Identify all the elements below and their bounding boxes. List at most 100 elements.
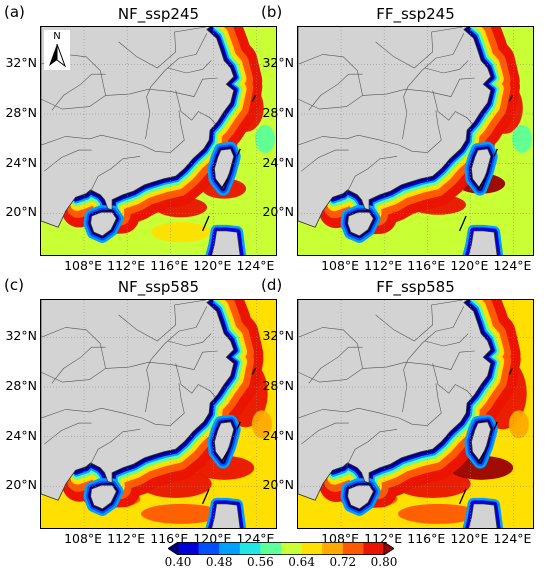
lon-tick-label: 116°E [407, 258, 446, 273]
island-land [211, 230, 241, 255]
panel-label: (b) [261, 3, 283, 21]
island-land [470, 148, 492, 190]
field-patch [255, 124, 276, 153]
island-land [211, 503, 241, 528]
lon-tick-label: 108°E [64, 531, 103, 546]
map-frame [40, 299, 277, 529]
province-border [170, 383, 185, 426]
province-border [425, 60, 469, 74]
section-line [251, 95, 256, 102]
china-land [41, 300, 235, 501]
china-land [298, 27, 492, 228]
province-border [432, 90, 473, 125]
province-border [375, 300, 463, 342]
section-line [201, 215, 210, 232]
island-land [347, 211, 374, 237]
section-line [458, 488, 467, 505]
lon-tick-label: 108°E [321, 258, 360, 273]
map-frame [40, 26, 277, 256]
province-border [432, 363, 473, 398]
province-border [41, 327, 106, 369]
lon-tick-label: 112°E [364, 258, 403, 273]
field-patch [151, 222, 212, 243]
map-panel-a: (a) NF_ssp245 N 32°N 28°N 24°N 20°N 108°E 112°E 1… [0, 0, 293, 273]
lon-tick-label: 120°E [193, 258, 232, 273]
province-border [301, 422, 349, 445]
lat-tick-label: 28°N [262, 378, 294, 394]
province-border [402, 306, 465, 412]
colorbar-swatch [198, 542, 220, 555]
colorbar [167, 540, 395, 556]
province-border [44, 422, 92, 445]
colorbar-swatch [301, 542, 323, 555]
lat-tick-label: 20°N [5, 477, 37, 493]
province-border [41, 77, 218, 110]
colorbar-swatch [342, 542, 364, 555]
panel-label: (d) [261, 276, 283, 294]
lon-tick-label: 116°E [150, 258, 189, 273]
section-line [508, 368, 513, 375]
section-line [251, 368, 256, 375]
island-land [90, 484, 117, 510]
section-line [220, 178, 228, 191]
panel-title: FF_ssp585 [376, 278, 455, 296]
lat-tick-label: 28°N [5, 378, 37, 394]
map-panel-c: (c) NF_ssp585 32°N 28°N 24°N 20°N 108°E 112°E 11… [0, 273, 293, 546]
section-line [493, 148, 498, 157]
colorbar-high-extend [383, 541, 395, 556]
island-land [213, 148, 235, 190]
lon-tick-label: 124°E [493, 531, 532, 546]
lon-tick-label: 112°E [107, 258, 146, 273]
section-line [236, 421, 241, 430]
lat-tick-label: 32°N [5, 328, 37, 344]
island-land [468, 503, 498, 528]
province-border [298, 54, 363, 96]
lat-tick-label: 24°N [262, 427, 294, 443]
province-border [175, 90, 216, 125]
north-letter: N [53, 31, 61, 42]
island-land [213, 421, 235, 463]
colorbar-tick-label: 0.48 [205, 555, 233, 569]
lat-tick-label: 20°N [262, 204, 294, 220]
lat-tick-label: 20°N [262, 477, 294, 493]
province-border [308, 73, 363, 111]
province-border [425, 333, 469, 347]
province-border [170, 110, 185, 153]
china-land [41, 27, 235, 228]
lon-tick-label: 124°E [236, 258, 275, 273]
field-patch [508, 410, 529, 439]
lon-tick-label: 120°E [450, 258, 489, 273]
province-border [118, 300, 206, 342]
china-land [298, 300, 492, 501]
colorbar-low-extend [167, 541, 179, 556]
province-border [298, 77, 475, 110]
lat-tick-label: 32°N [5, 55, 37, 71]
field-patch [141, 503, 222, 524]
map-canvas [41, 300, 276, 528]
colorbar-tick-label: 0.72 [329, 555, 357, 569]
panel-label: (c) [4, 276, 24, 294]
province-border [298, 134, 428, 153]
province-border [145, 306, 208, 412]
map-frame [297, 26, 534, 256]
province-border [168, 333, 212, 347]
colorbar-swatch [219, 542, 241, 555]
colorbar-tick-label: 0.80 [370, 555, 398, 569]
arrow-icon [49, 43, 67, 68]
province-border [301, 149, 349, 172]
lat-tick-label: 32°N [262, 328, 294, 344]
province-border [51, 73, 106, 111]
field-patch [408, 225, 469, 246]
island-land [347, 484, 374, 510]
lon-tick-label: 120°E [450, 531, 489, 546]
colorbar-swatch [281, 542, 302, 555]
section-line [493, 421, 498, 430]
lat-tick-label: 28°N [262, 105, 294, 121]
province-border [298, 350, 475, 383]
colorbar-tick-label: 0.40 [164, 555, 192, 569]
map-canvas [298, 300, 533, 528]
colorbar-frame [177, 542, 385, 555]
map-panel-d: (d) FF_ssp585 32°N 28°N 24°N 20°N 108°E 112°E 11… [257, 273, 550, 546]
island-land [90, 211, 117, 237]
section-line [508, 95, 513, 102]
